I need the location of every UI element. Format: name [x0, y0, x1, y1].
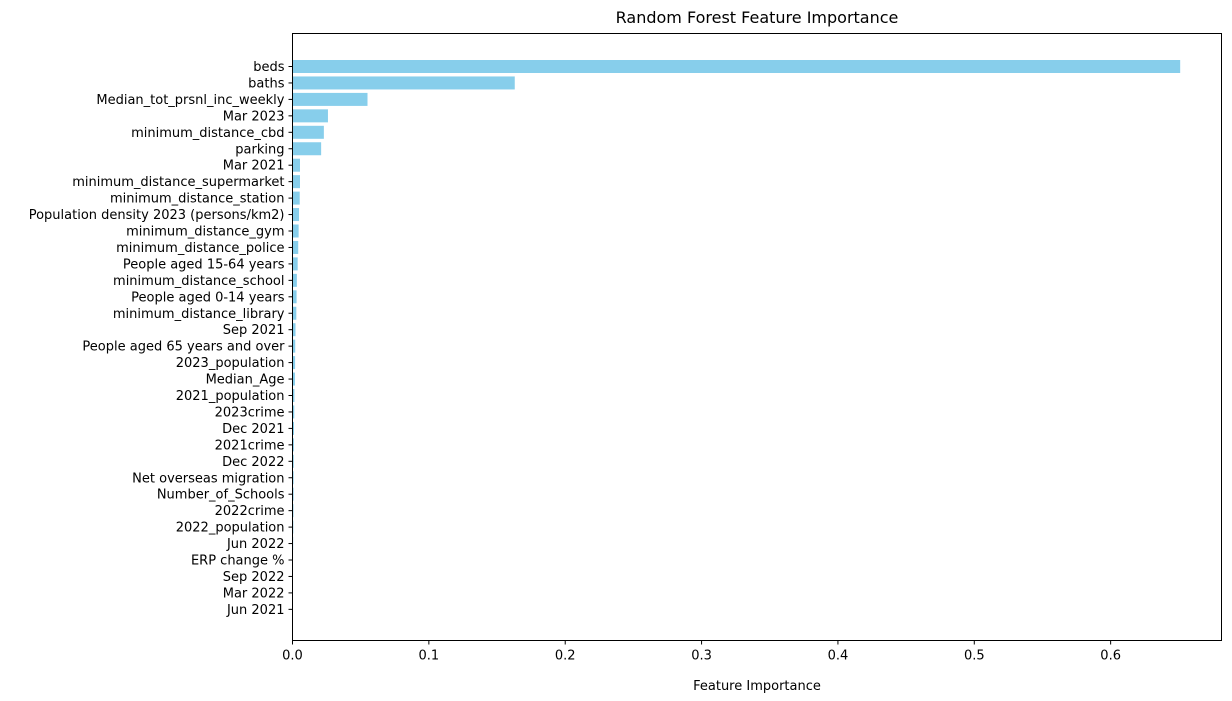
bars-group: [292, 60, 1181, 616]
y-tick-label: People aged 0-14 years: [131, 290, 285, 305]
bar: [292, 438, 294, 452]
bar: [292, 109, 328, 123]
y-tick-label: People aged 65 years and over: [82, 340, 285, 355]
bar: [292, 405, 295, 419]
y-tick-label: Sep 2021: [223, 323, 285, 338]
y-tick-label: Median_Age: [206, 373, 285, 388]
y-tick-label: ERP change %: [191, 554, 285, 569]
y-tick-label: 2023crime: [215, 405, 285, 420]
bar: [292, 421, 294, 435]
x-tick-label: 0.4: [828, 649, 849, 664]
x-tick-label: 0.2: [555, 649, 576, 664]
y-tick-label: minimum_distance_school: [113, 274, 284, 289]
y-tick-label: Mar 2022: [223, 586, 285, 601]
y-tick-label: 2022_population: [176, 521, 285, 536]
y-tick-label: Number_of_Schools: [157, 488, 285, 503]
bar: [292, 273, 297, 287]
y-axis-ticks: bedsbathsMedian_tot_prsnl_inc_weeklyMar …: [29, 60, 293, 618]
bar: [292, 372, 295, 386]
x-tick-label: 0.1: [419, 649, 440, 664]
bar: [292, 339, 296, 353]
bar: [292, 290, 297, 304]
bar: [292, 142, 322, 156]
bar: [292, 76, 515, 90]
bar: [292, 323, 296, 337]
y-tick-label: minimum_distance_library: [113, 307, 285, 322]
y-tick-label: Jun 2021: [226, 603, 285, 618]
y-tick-label: Mar 2023: [223, 109, 285, 124]
y-tick-label: Population density 2023 (persons/km2): [29, 208, 285, 223]
y-tick-label: minimum_distance_police: [116, 241, 284, 256]
y-tick-label: 2022crime: [215, 504, 285, 519]
bar: [292, 240, 299, 254]
y-tick-label: Jun 2022: [226, 537, 285, 552]
bar: [292, 224, 299, 238]
bar: [292, 257, 298, 271]
bar: [292, 356, 296, 370]
y-tick-label: baths: [248, 76, 285, 91]
bar: [292, 389, 295, 402]
bar: [292, 125, 324, 139]
bar: [292, 487, 294, 501]
bar: [292, 175, 300, 189]
y-tick-label: minimum_distance_gym: [126, 225, 284, 240]
y-tick-label: minimum_distance_supermarket: [72, 175, 284, 190]
y-tick-label: beds: [253, 60, 285, 75]
x-tick-label: 0.0: [282, 649, 303, 664]
y-tick-label: minimum_distance_cbd: [131, 126, 284, 141]
y-tick-label: Dec 2021: [222, 422, 284, 437]
y-tick-label: Sep 2022: [223, 570, 285, 585]
x-axis-ticks: 0.0 0.1 0.2 0.3 0.4 0.5 0.6: [282, 640, 1121, 664]
y-tick-label: Net overseas migration: [132, 471, 284, 486]
bar: [292, 60, 1181, 73]
bar: [292, 208, 300, 222]
bar: [292, 158, 300, 172]
bar: [292, 191, 300, 205]
x-axis-label: Feature Importance: [693, 679, 821, 694]
y-tick-label: 2021_population: [176, 389, 285, 404]
y-tick-label: 2021crime: [215, 438, 285, 453]
y-tick-label: minimum_distance_station: [110, 192, 285, 207]
y-tick-label: Dec 2022: [222, 455, 284, 470]
y-tick-label: People aged 15-64 years: [123, 257, 285, 272]
bar: [292, 306, 297, 320]
y-tick-label: parking: [235, 142, 284, 157]
plot-frame: [292, 33, 1222, 641]
bar: [292, 471, 294, 485]
x-tick-label: 0.5: [964, 649, 985, 664]
y-tick-label: Median_tot_prsnl_inc_weekly: [96, 93, 284, 108]
y-tick-label: Mar 2021: [223, 159, 285, 174]
chart-title: Random Forest Feature Importance: [616, 8, 899, 27]
bar: [292, 92, 368, 106]
x-tick-label: 0.3: [691, 649, 712, 664]
x-tick-label: 0.6: [1100, 649, 1121, 664]
bar: [292, 454, 294, 468]
y-tick-label: 2023_population: [176, 356, 285, 371]
